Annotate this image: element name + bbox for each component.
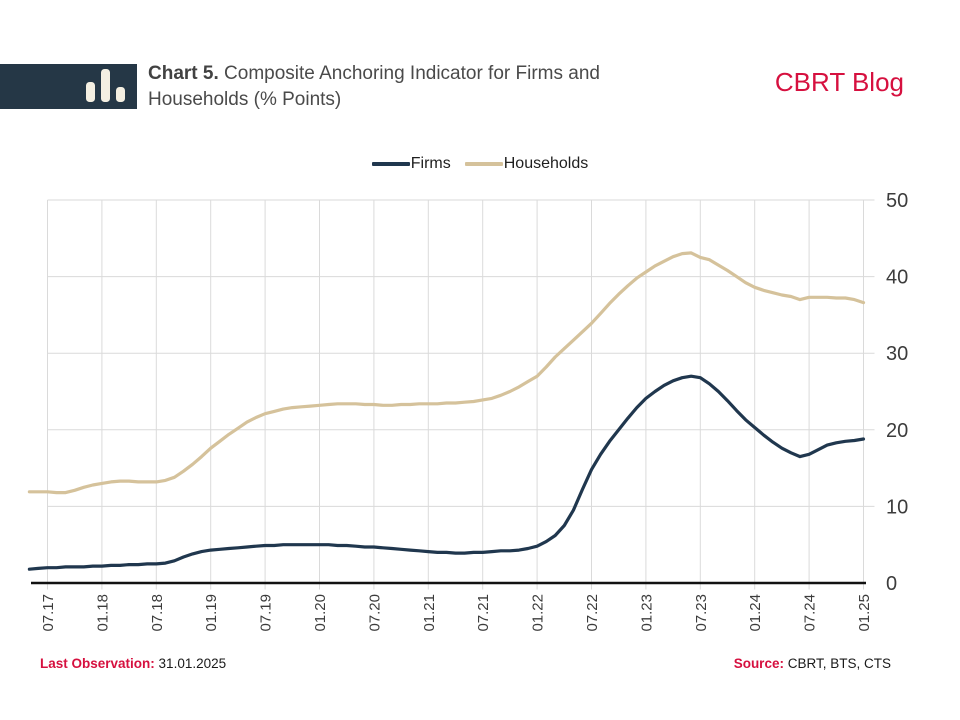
x-tick-label: 01.20 [312, 594, 329, 632]
x-tick-label: 07.20 [366, 594, 383, 632]
chart-title: Chart 5. Composite Anchoring Indicator f… [148, 61, 698, 113]
source-note: Source: CBRT, BTS, CTS [734, 656, 891, 671]
x-tick-label: 01.21 [421, 594, 438, 632]
chart-footnotes: Last Observation: 31.01.2025 Source: CBR… [40, 656, 891, 671]
y-tick-label: 20 [886, 420, 908, 442]
chart-title-text: Composite Anchoring Indicator for Firms … [148, 63, 600, 110]
x-tick-label: 07.17 [40, 594, 57, 632]
y-tick-label: 0 [886, 573, 897, 595]
y-tick-label: 10 [886, 496, 908, 518]
last-observation: Last Observation: 31.01.2025 [40, 656, 226, 671]
x-tick-label: 01.19 [203, 594, 220, 632]
y-tick-label: 50 [886, 190, 908, 212]
chart-legend: Firms Households [0, 155, 960, 173]
source-label: Source: [733, 656, 784, 671]
bar-chart-icon-bar-middle [101, 69, 110, 102]
cbrt-logo [0, 64, 137, 109]
x-tick-label: 07.18 [149, 594, 166, 632]
source-value: CBRT, BTS, CTS [787, 656, 891, 671]
y-tick-label: 40 [886, 267, 908, 289]
bar-chart-icon-bar-right [116, 87, 125, 102]
x-tick-label: 07.23 [693, 594, 710, 632]
x-tick-label: 01.25 [856, 594, 873, 632]
cbrt-blog-link[interactable]: CBRT Blog [774, 67, 904, 97]
legend-label-households: Households [503, 155, 589, 172]
x-tick-label: 01.23 [638, 594, 655, 632]
legend-item-households: Households [464, 155, 589, 173]
x-tick-label: 01.22 [530, 594, 547, 632]
legend-item-firms: Firms [371, 155, 451, 173]
last-observation-label: Last Observation: [40, 656, 155, 671]
households-line [27, 251, 866, 495]
households-line-swatch [464, 162, 503, 166]
y-tick-label: 30 [886, 343, 908, 365]
x-tick-label: 07.21 [475, 594, 492, 632]
firms-line [27, 374, 866, 571]
x-tick-label: 01.24 [747, 594, 764, 632]
last-observation-value: 31.01.2025 [158, 656, 227, 671]
x-tick-label: 01.18 [94, 594, 111, 632]
chart-number-label: Chart 5. [148, 63, 219, 84]
legend-label-firms: Firms [410, 155, 451, 172]
bar-chart-icon-bar-left [86, 82, 95, 102]
x-tick-label: 07.22 [584, 594, 601, 632]
firms-line-swatch [371, 162, 410, 166]
bar-chart-icon [86, 69, 125, 102]
x-tick-label: 07.24 [802, 594, 819, 632]
x-tick-label: 07.19 [258, 594, 275, 632]
